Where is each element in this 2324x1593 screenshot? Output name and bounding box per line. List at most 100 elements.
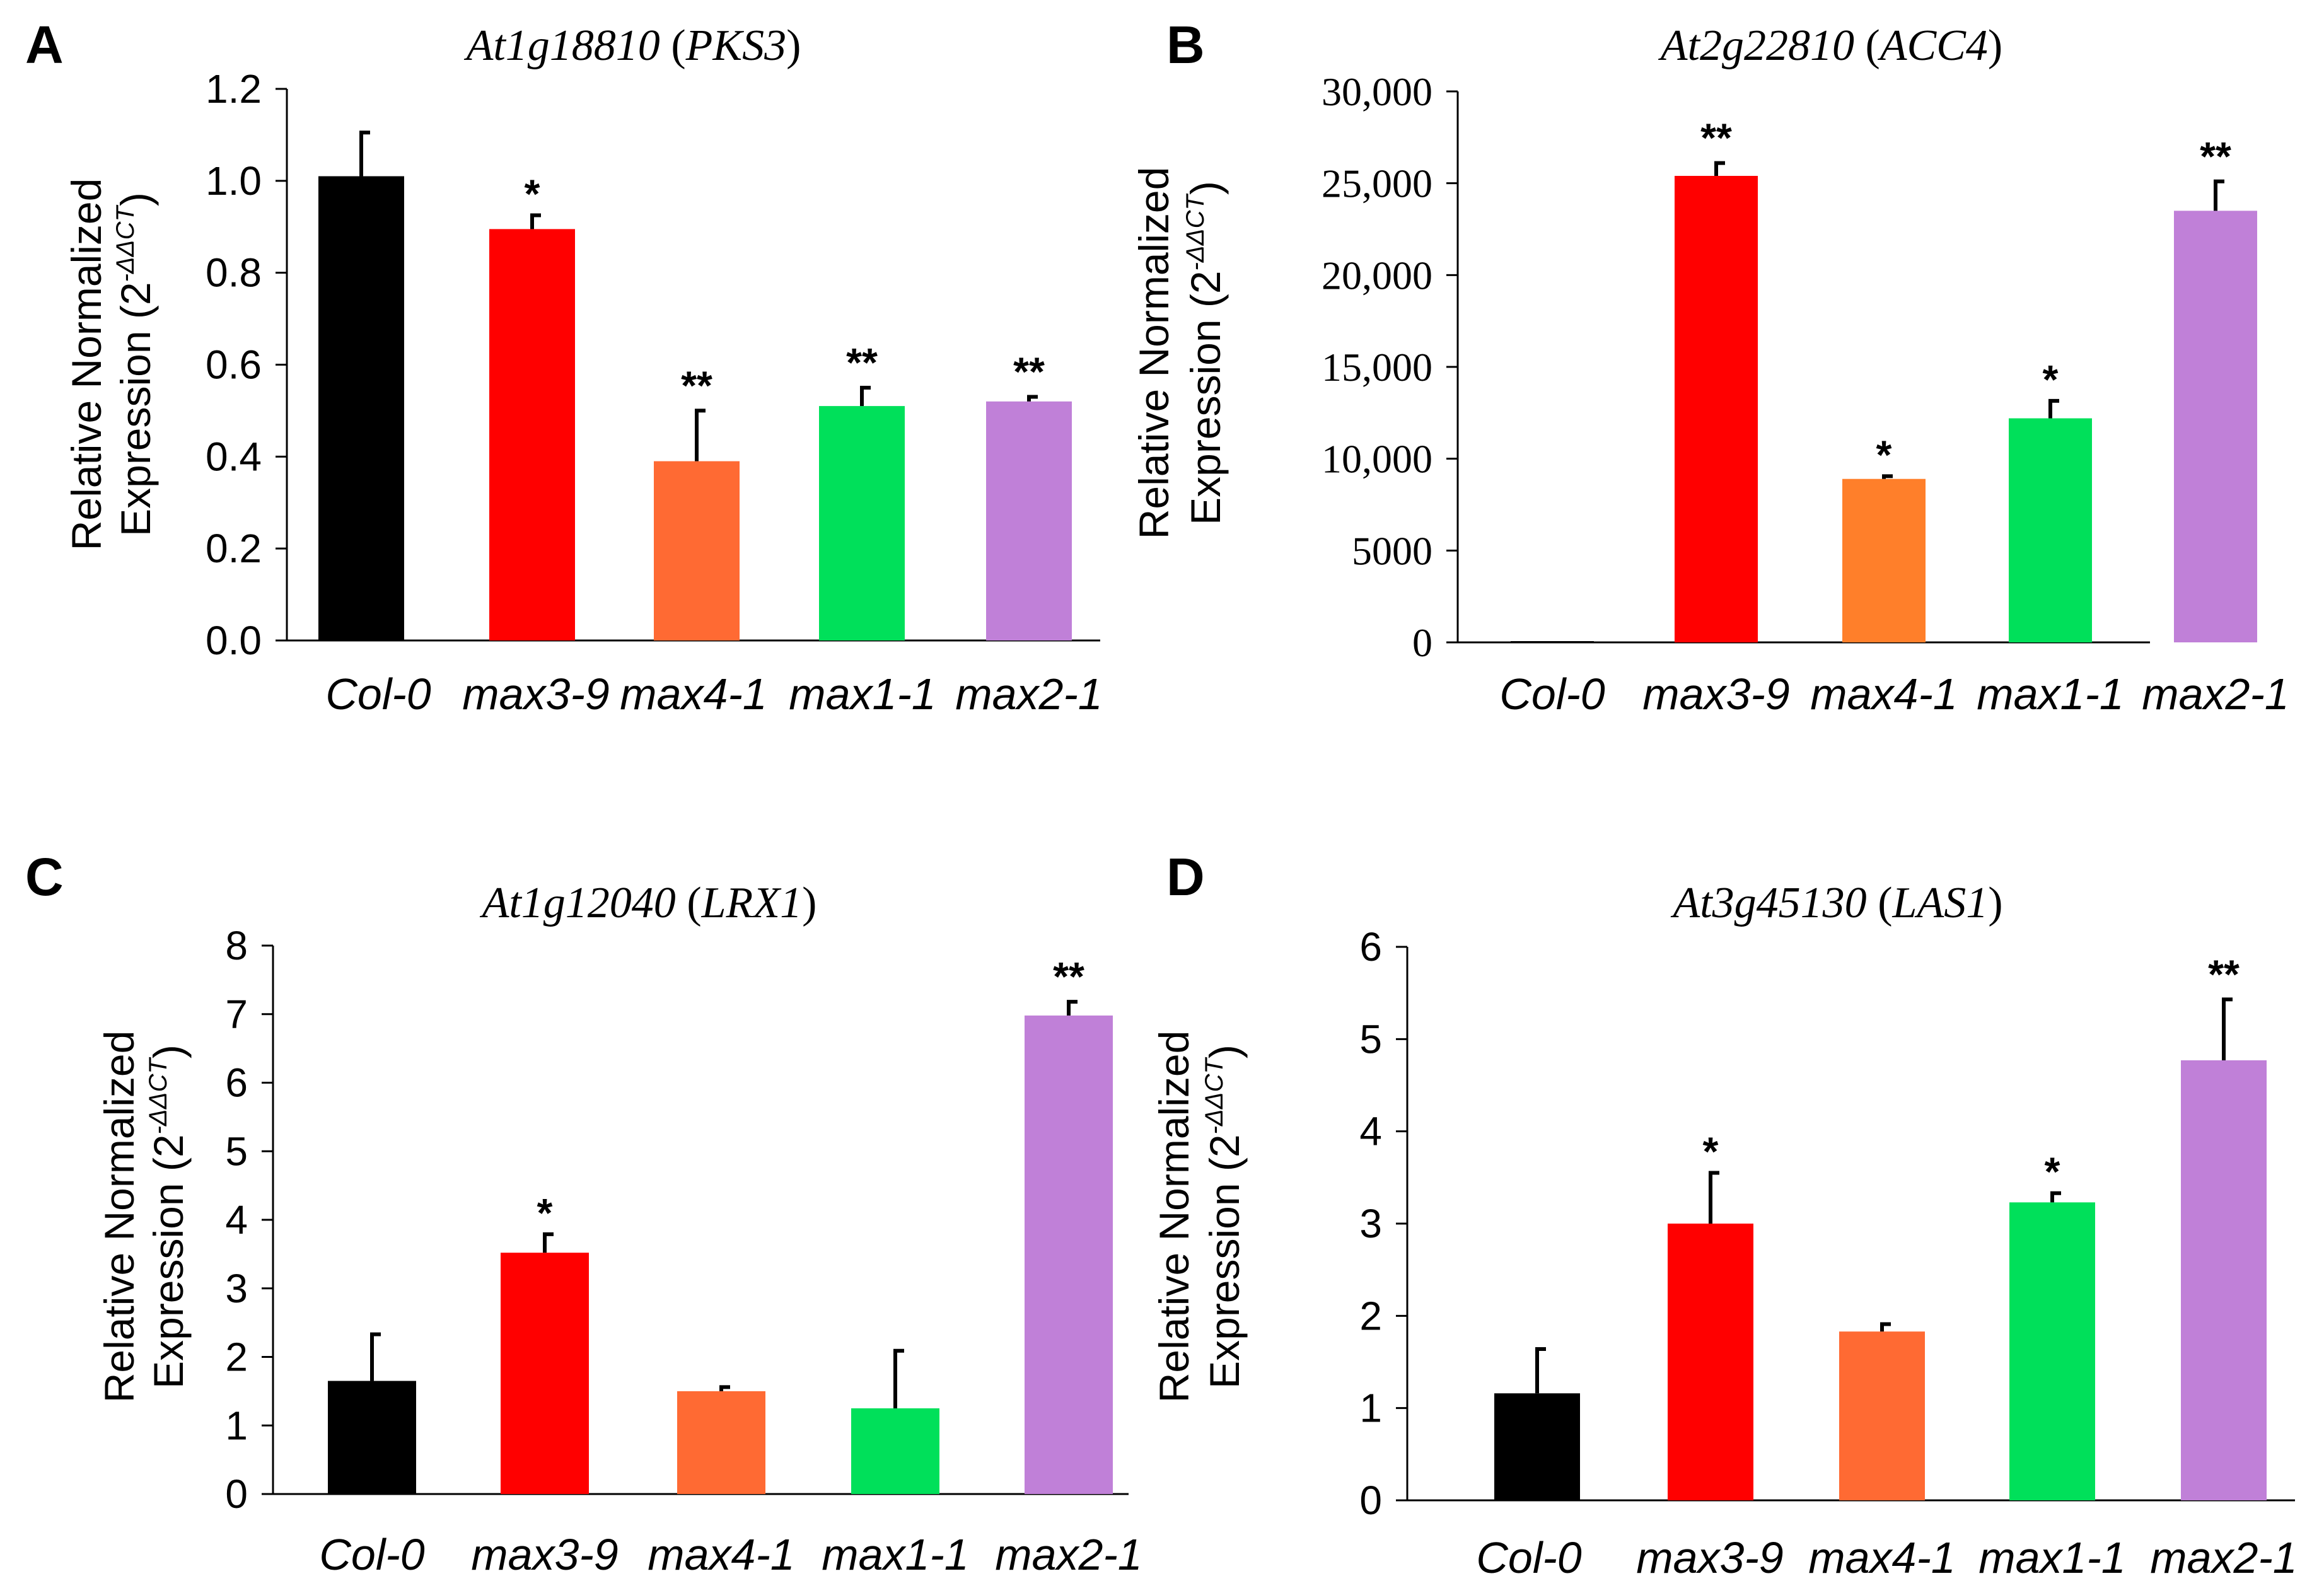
y-tick-label: 5000 xyxy=(1352,528,1432,573)
chart-panel-b: B At2g22810 (ACC4) Relative Normalized Expr… xyxy=(1130,15,2289,719)
y-axis-label-line1: Relative Normalized xyxy=(63,178,110,551)
y-tick-label: 25,000 xyxy=(1322,161,1432,206)
x-category-label: max2-1 xyxy=(2142,669,2289,719)
title-paren-close: ) xyxy=(1988,21,2002,70)
y-tick-label: 6 xyxy=(225,1060,248,1106)
bar-max3-9 xyxy=(1668,1224,1753,1500)
y-tick-label: 15,000 xyxy=(1322,345,1432,390)
title-paren-close: ) xyxy=(1988,879,2002,927)
x-category-label: max2-1 xyxy=(995,1530,1142,1579)
title-gene: At3g45130 xyxy=(1670,879,1866,927)
bar-max3-9 xyxy=(501,1253,589,1494)
chart-title: At3g45130 (LAS1) xyxy=(1670,879,2002,927)
significance-marker: ** xyxy=(1013,349,1045,395)
y-tick-label: 1.2 xyxy=(206,66,262,112)
y-tick-label: 30,000 xyxy=(1322,69,1432,114)
significance-marker: ** xyxy=(846,340,878,385)
x-category-label: max2-1 xyxy=(955,669,1102,719)
y-axis-label-line1: Relative Normalized xyxy=(96,1031,142,1403)
significance-marker: * xyxy=(1703,1129,1719,1174)
y-tick-label: 2 xyxy=(1359,1293,1382,1338)
bar-Col-0 xyxy=(318,176,404,641)
y-axis-label-line2: Expression (2-ΔΔCT) xyxy=(144,1045,192,1389)
bar-max2-1 xyxy=(2181,1060,2267,1500)
x-category-label: Col-0 xyxy=(319,1530,424,1579)
bar-max3-9 xyxy=(1675,176,1758,643)
y-tick-label: 0 xyxy=(1412,620,1432,665)
y-axis-label-line2: Expression (2-ΔΔCT) xyxy=(1200,1045,1248,1389)
x-category-label: max3-9 xyxy=(1642,669,1789,719)
title-gene-name: LRX1 xyxy=(701,879,802,927)
x-category-label: max1-1 xyxy=(789,669,936,719)
y-tick-label: 1 xyxy=(225,1403,248,1448)
y-axis-label-superscript: -ΔΔCT xyxy=(1200,1057,1228,1135)
y-tick-label: 1 xyxy=(1359,1386,1382,1431)
title-paren-open: ( xyxy=(676,879,702,927)
y-tick-label: 20,000 xyxy=(1322,253,1432,298)
x-category-label: Col-0 xyxy=(325,669,431,719)
bar-max1-1 xyxy=(819,406,905,640)
y-axis-label-close: ) xyxy=(112,192,159,206)
title-paren-open: ( xyxy=(1854,21,1880,70)
y-axis-label-text: Expression (2 xyxy=(1182,270,1229,525)
significance-marker: ** xyxy=(1053,954,1084,999)
chart-panel-c: C At1g12040 (LRX1)Relative Normalized Expr… xyxy=(25,847,1142,1579)
y-axis-label-superscript: -ΔΔCT xyxy=(144,1057,172,1135)
chart-panel-d: D At3g45130 (LAS1) Relative Normalized Expr… xyxy=(1151,847,2298,1582)
y-tick-label: 8 xyxy=(225,923,248,968)
chart-title: At1g12040 (LRX1) xyxy=(480,879,817,927)
x-category-label: max2-1 xyxy=(2150,1533,2297,1582)
y-axis-label-text: Expression (2 xyxy=(112,282,159,536)
title-paren-close: ) xyxy=(786,21,801,70)
bar-Col-0 xyxy=(1494,1393,1580,1500)
bar-max1-1 xyxy=(2009,418,2092,642)
y-tick-label: 4 xyxy=(1359,1109,1382,1154)
y-axis-label-close: ) xyxy=(1182,181,1229,195)
panel-letter: A xyxy=(25,15,64,74)
y-axis-label-superscript: -ΔΔCT xyxy=(1182,194,1209,271)
x-category-label: max1-1 xyxy=(1978,1533,2125,1582)
y-tick-label: 0.2 xyxy=(206,526,262,571)
y-axis-label-line1: Relative Normalized xyxy=(1130,167,1177,540)
bar-max2-1 xyxy=(1025,1015,1113,1494)
y-axis-label-line1: Relative Normalized xyxy=(1151,1031,1197,1403)
x-category-label: Col-0 xyxy=(1476,1533,1581,1582)
title-gene: At1g12040 xyxy=(480,879,676,927)
significance-marker: * xyxy=(2045,1149,2060,1195)
x-category-label: max4-1 xyxy=(1810,669,1957,719)
x-category-label: max4-1 xyxy=(648,1530,794,1579)
title-gene-name: ACC4 xyxy=(1878,21,1988,70)
bar-Col-0 xyxy=(1511,641,1594,642)
bar-max1-1 xyxy=(2009,1202,2095,1500)
x-category-label: Col-0 xyxy=(1499,669,1605,719)
significance-marker: ** xyxy=(2208,951,2240,997)
panel-letter: C xyxy=(25,847,64,907)
x-category-label: max4-1 xyxy=(1808,1533,1955,1582)
bar-max1-1 xyxy=(851,1408,939,1494)
y-axis-label-close: ) xyxy=(145,1045,192,1058)
y-tick-label: 5 xyxy=(225,1128,248,1174)
y-tick-label: 0.8 xyxy=(206,250,262,296)
bar-max2-1 xyxy=(2174,211,2257,642)
title-gene: At2g22810 xyxy=(1658,21,1854,70)
y-tick-label: 0 xyxy=(225,1471,248,1517)
y-tick-label: 5 xyxy=(1359,1016,1382,1062)
bar-max2-1 xyxy=(986,401,1072,640)
bar-max4-1 xyxy=(654,461,740,640)
x-category-label: max3-9 xyxy=(471,1530,618,1579)
x-category-label: max3-9 xyxy=(462,669,609,719)
significance-marker: * xyxy=(2043,357,2059,402)
significance-marker: ** xyxy=(681,362,712,408)
y-tick-label: 0.6 xyxy=(206,342,262,388)
title-paren-close: ) xyxy=(802,879,816,927)
bar-Col-0 xyxy=(328,1381,416,1494)
title-gene-name: LAS1 xyxy=(1892,879,1989,927)
title-gene: At1g18810 xyxy=(464,21,660,70)
y-tick-label: 10,000 xyxy=(1322,437,1432,482)
y-tick-label: 0.4 xyxy=(206,434,262,479)
x-category-label: max1-1 xyxy=(822,1530,968,1579)
y-axis-label-text: Expression (2 xyxy=(145,1134,192,1389)
bar-max3-9 xyxy=(489,229,575,640)
bar-max4-1 xyxy=(1842,478,1926,642)
